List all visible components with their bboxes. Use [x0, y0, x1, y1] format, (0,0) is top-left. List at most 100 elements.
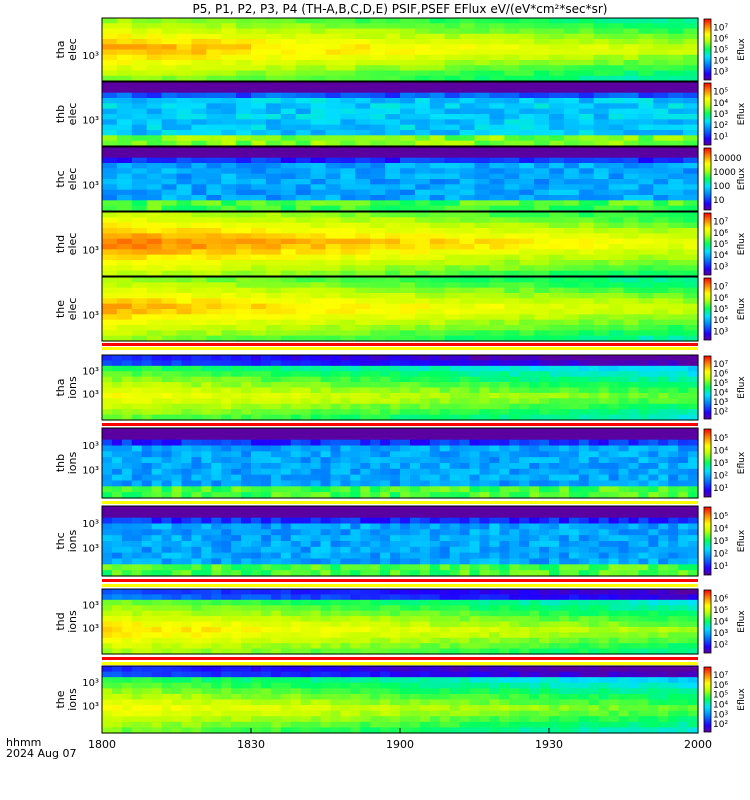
heatmap-cell [181, 589, 192, 596]
heatmap-cell [116, 222, 133, 229]
heatmap-cell [131, 119, 148, 126]
heatmap-cell [459, 564, 471, 571]
heatmap-cell [568, 387, 580, 394]
heatmap-cell [489, 428, 500, 435]
heatmap-cell [221, 135, 237, 142]
heatmap-cell [638, 184, 654, 191]
heatmap-cell [176, 173, 192, 180]
heatmap-cell [340, 277, 356, 283]
heatmap-cell [459, 371, 471, 378]
heatmap-cell [444, 168, 461, 175]
heatmap-cell [221, 228, 237, 234]
heatmap-cell [568, 486, 580, 493]
heatmap-cell [449, 474, 461, 482]
heatmap-cell [608, 445, 620, 452]
heatmap-cell [330, 552, 341, 560]
heatmap-cell [504, 147, 520, 153]
heatmap-cell [653, 238, 669, 245]
heatmap-cell [300, 552, 312, 560]
heatmap-cell [241, 376, 252, 383]
heatmap-cell [489, 163, 505, 169]
heatmap-cell [578, 463, 590, 470]
heatmap-cell [211, 564, 222, 571]
heatmap-cell [161, 254, 178, 261]
heatmap-cell [176, 314, 192, 321]
heatmap-cell [116, 205, 133, 212]
heatmap-cell [310, 277, 327, 283]
heatmap-cell [385, 222, 401, 229]
heatmap-cell [201, 552, 212, 560]
heatmap-cell [176, 303, 192, 310]
heatmap-cell [519, 325, 535, 331]
heatmap-cell [161, 265, 178, 272]
heatmap-cell [474, 140, 490, 147]
heatmap-cell [563, 314, 580, 321]
heatmap-cell [489, 249, 505, 256]
heatmap-cell [370, 18, 386, 24]
heatmap-cell [489, 23, 505, 30]
heatmap-cell [658, 428, 669, 435]
heatmap-cell [509, 558, 520, 565]
heatmap-cell [429, 535, 441, 542]
heatmap-cell [668, 147, 684, 153]
heatmap-cell [280, 309, 297, 315]
heatmap-cell [181, 371, 192, 378]
heatmap-cell [280, 474, 292, 482]
heatmap-cell [141, 376, 153, 383]
heatmap-cell [618, 535, 630, 542]
heatmap-cell [638, 130, 654, 136]
heatmap-cell [678, 403, 689, 410]
heatmap-cell [648, 594, 659, 601]
heatmap-cell [568, 480, 580, 487]
heatmap-cell [201, 474, 212, 482]
heatmap-cell [678, 599, 689, 606]
heatmap-cell [509, 376, 520, 383]
heatmap-cell [568, 468, 580, 476]
heatmap-cell [439, 365, 451, 372]
heatmap-cell [568, 414, 580, 421]
heatmap-cell [270, 457, 282, 464]
heatmap-cell [529, 428, 540, 435]
heatmap-cell [509, 535, 520, 542]
heatmap-cell [414, 87, 431, 94]
heatmap-cell [608, 152, 625, 159]
heatmap-cell [608, 44, 625, 51]
heatmap-cell [270, 529, 282, 536]
heatmap-cell [519, 365, 530, 372]
heatmap-cell [504, 233, 520, 240]
heatmap-cell [563, 135, 580, 142]
heatmap-cell [419, 535, 431, 542]
heatmap-cell [265, 309, 282, 315]
heatmap-cell [683, 233, 699, 240]
heatmap-cell [549, 409, 560, 416]
colorbar-tick-label: 10² [713, 471, 728, 481]
heatmap-cell [121, 546, 133, 554]
heatmap-cell [340, 355, 351, 362]
heatmap-cell [648, 511, 659, 519]
heatmap-cell [628, 355, 639, 362]
heatmap-cell [181, 594, 192, 601]
heatmap-cell [479, 409, 490, 416]
heatmap-cell [459, 244, 476, 250]
heatmap-cell [131, 517, 143, 525]
heatmap-cell [131, 552, 143, 560]
heatmap-cell [489, 433, 500, 441]
heatmap-cell [161, 506, 173, 513]
heatmap-cell [102, 44, 118, 51]
heatmap-cell [102, 409, 113, 416]
heatmap-cell [310, 605, 322, 612]
heatmap-cell [380, 376, 391, 383]
heatmap-cell [280, 254, 297, 261]
heatmap-cell [201, 355, 212, 362]
heatmap-cell [534, 119, 550, 126]
heatmap-cell [161, 287, 178, 294]
heatmap-cell [409, 392, 421, 399]
heatmap-cell [131, 605, 143, 612]
heatmap-cell [211, 523, 222, 530]
heatmap-cell [588, 463, 600, 470]
heatmap-cell [350, 517, 361, 525]
heatmap-cell [146, 254, 163, 261]
heatmap-cell [310, 189, 327, 196]
colorbar-tick-label: 10³ [713, 327, 728, 337]
heatmap-cell [221, 152, 237, 159]
